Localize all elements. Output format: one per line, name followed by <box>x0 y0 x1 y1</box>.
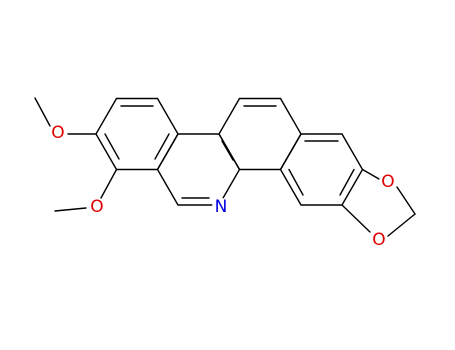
ring-c <box>218 97 302 171</box>
bond <box>361 168 380 180</box>
atom-label: N <box>215 197 228 217</box>
ring-a <box>95 97 179 171</box>
bond <box>100 168 118 199</box>
label-bg <box>379 173 397 191</box>
bond <box>34 97 51 127</box>
bond <box>387 213 416 237</box>
label-bg <box>212 198 230 216</box>
label-bg <box>49 124 67 142</box>
label-bg <box>370 231 388 249</box>
atom-label: O <box>90 197 103 217</box>
bonds <box>34 97 416 237</box>
bond <box>341 204 371 233</box>
bond <box>54 207 87 212</box>
atom-labels: O O N O O <box>49 123 397 250</box>
double-bond <box>104 133 120 160</box>
atom-label: O <box>372 230 385 250</box>
double-bond <box>154 133 170 160</box>
double-bond <box>221 140 234 161</box>
label-bg <box>88 198 106 216</box>
bond <box>396 186 416 215</box>
atom-label: O <box>381 172 394 192</box>
double-bond <box>339 168 355 196</box>
double-bond <box>288 168 304 196</box>
ring-d <box>279 133 364 206</box>
ring-b <box>156 133 241 206</box>
atom-label: O <box>51 123 64 143</box>
